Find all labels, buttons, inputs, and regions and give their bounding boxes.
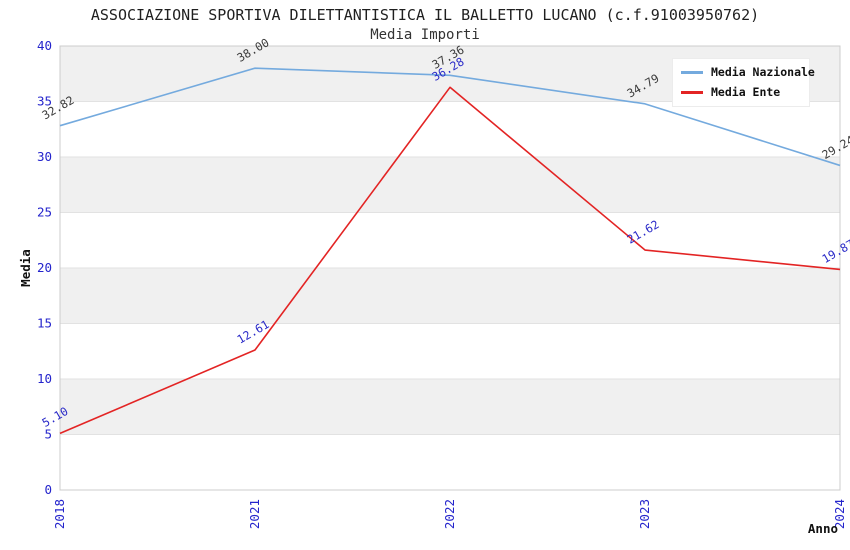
chart-title: ASSOCIAZIONE SPORTIVA DILETTANTISTICA IL… [90,6,760,24]
y-tick-label: 5 [44,427,52,442]
plot-band [60,212,840,268]
y-tick-label: 25 [37,205,52,220]
legend-line-swatch-nazionale [681,70,703,74]
legend-label: Media Ente [711,85,781,99]
y-tick-label: 40 [37,38,52,53]
plot-band [60,268,840,324]
y-axis-label: Media [18,249,33,287]
chart-subtitle: Media Importi [370,27,480,43]
y-tick-label: 30 [37,149,52,164]
plot-band [60,434,840,490]
legend-line-swatch-ente [681,90,703,94]
y-tick-label: 0 [44,482,52,497]
x-tick-label: 2021 [247,499,262,529]
plot-band [60,323,840,379]
series-line-media-nazionale [59,67,841,167]
chart-legend: Media Nazionale Media Ente [672,58,815,107]
plot-band [60,379,840,435]
y-tick-label: 35 [37,94,52,109]
plot-border [59,45,841,491]
series-line-media-ente [59,86,841,435]
legend-entry-media-nazionale: Media Nazionale [681,65,815,79]
y-tick-label: 15 [37,316,52,331]
x-tick-label: 2024 [832,499,847,529]
x-axis-label: Anno [808,521,838,536]
y-tick-label: 10 [37,371,52,386]
legend-label: Media Nazionale [711,65,815,79]
x-tick-label: 2018 [52,499,67,529]
x-tick-label: 2023 [637,499,652,529]
y-tick-label: 20 [37,260,52,275]
legend-entry-media-ente: Media Ente [681,85,801,99]
x-tick-label: 2022 [442,499,457,529]
plot-band [60,101,840,157]
plot-band [60,157,840,213]
